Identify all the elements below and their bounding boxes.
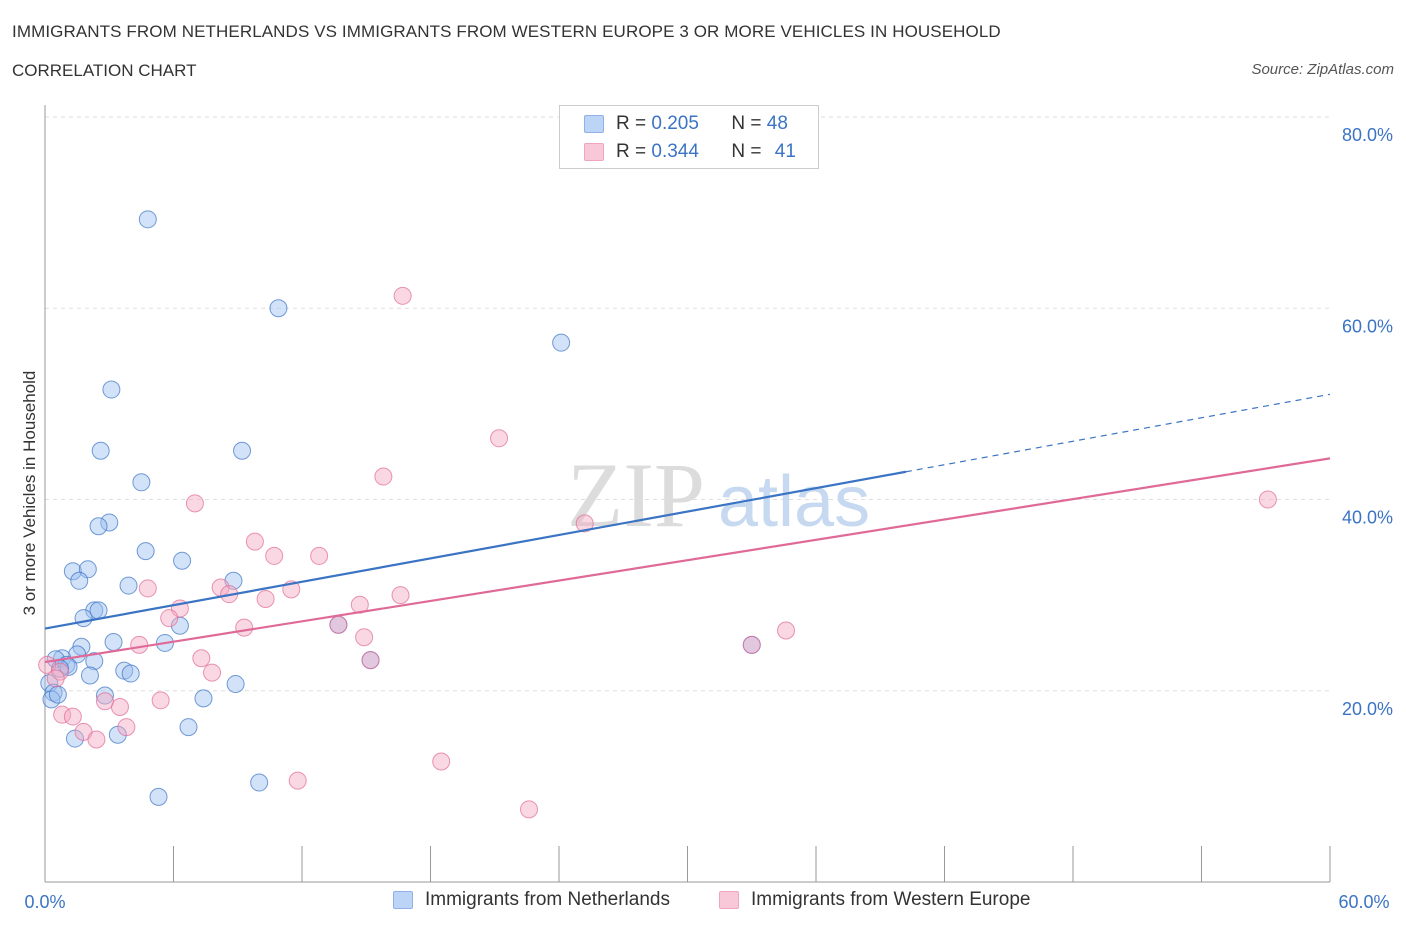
axes — [44, 105, 1331, 883]
point-s0-19 — [104, 632, 123, 651]
point-s0-38 — [179, 718, 198, 737]
point-s1-38 — [288, 771, 307, 790]
point-s0-3 — [91, 441, 110, 460]
point-s0-17 — [74, 609, 93, 628]
trend-line-s1 — [44, 457, 1331, 664]
legend-swatch-western-europe — [584, 143, 604, 161]
point-s1-17 — [235, 618, 254, 637]
point-s1-34 — [117, 718, 136, 737]
legend-r-label: R = — [616, 141, 647, 162]
point-s1-13 — [391, 586, 410, 605]
point-s0-7 — [89, 517, 108, 536]
point-s1-12 — [256, 589, 275, 608]
point-s0-13 — [119, 576, 138, 595]
series-legend-western-europe: Immigrants from Western Europe — [719, 889, 1030, 911]
point-s1-1 — [490, 429, 509, 448]
y-tick-label-0: 20.0% — [1342, 699, 1393, 719]
point-s0-43 — [552, 333, 571, 352]
x-tick-label-last: 60.0% — [1338, 892, 1389, 912]
point-s0-12 — [70, 571, 89, 590]
point-s0-26 — [85, 652, 104, 671]
point-s0-8 — [136, 542, 155, 561]
trend-lines — [44, 393, 1331, 664]
point-s0-1 — [269, 299, 288, 318]
trend-line-s0 — [44, 470, 907, 630]
series-name-netherlands: Immigrants from Netherlands — [425, 889, 670, 910]
legend-n-value: 41 — [774, 141, 796, 162]
point-s1-2 — [374, 467, 393, 486]
point-s1-37 — [432, 752, 451, 771]
point-s1-5 — [245, 532, 264, 551]
point-s0-47 — [48, 685, 67, 704]
point-s1-20 — [130, 635, 149, 654]
point-s0-6 — [100, 513, 119, 532]
y-tick-label-3: 80.0% — [1342, 125, 1393, 145]
point-s0-41 — [250, 773, 269, 792]
data-points — [38, 210, 1277, 819]
y-tick-label-2: 60.0% — [1342, 316, 1393, 336]
point-s0-9 — [173, 551, 192, 570]
legend-n-value: 48 — [766, 113, 788, 134]
trend-line-extension-s0 — [905, 393, 1331, 473]
point-s0-35 — [95, 686, 114, 705]
point-s0-5 — [132, 473, 151, 492]
point-s1-40 — [1258, 490, 1277, 509]
point-s1-18 — [329, 615, 348, 634]
point-s0-30 — [121, 664, 140, 683]
grid-lines — [45, 116, 1330, 692]
point-s1-31 — [95, 692, 114, 711]
legend-r-label: R = — [616, 113, 647, 134]
point-s1-33 — [63, 707, 82, 726]
watermark: ZIP atlas — [567, 444, 870, 546]
point-s1-16 — [160, 609, 179, 628]
point-s0-33 — [226, 675, 245, 694]
point-s1-36 — [87, 730, 106, 749]
point-s0-37 — [194, 689, 213, 708]
legend-r-value: 0.344 — [651, 141, 699, 162]
point-s1-7 — [310, 546, 329, 565]
legend-row-netherlands: R = 0.205 N = 48 — [584, 111, 788, 137]
legend-r-value: 0.205 — [651, 113, 699, 134]
point-s1-22 — [742, 635, 761, 654]
legend-n-label: N = — [731, 141, 762, 162]
point-s1-4 — [575, 514, 594, 533]
point-s1-30 — [110, 698, 129, 717]
point-s1-21 — [777, 621, 796, 640]
point-s1-6 — [265, 546, 284, 565]
point-s1-19 — [355, 628, 374, 647]
chart-subtitle: CORRELATION CHART — [12, 61, 197, 80]
point-s1-27 — [46, 669, 65, 688]
y-axis-title: 3 or more Vehicles in Household — [20, 371, 39, 616]
legend-row-western-europe: R = 0.344 N = 41 — [584, 139, 796, 165]
point-s1-23 — [192, 649, 211, 668]
source-credit: Source: ZipAtlas.com — [1251, 61, 1394, 78]
point-s1-29 — [151, 691, 170, 710]
correlation-legend: R = 0.205 N = 48 R = 0.344 N = 41 — [559, 105, 819, 169]
series-name-western-europe: Immigrants from Western Europe — [751, 889, 1031, 910]
legend-swatch-netherlands — [584, 115, 604, 133]
chart-title: IMMIGRANTS FROM NETHERLANDS VS IMMIGRANT… — [12, 22, 1001, 41]
point-s0-10 — [63, 562, 82, 581]
tick-labels: 0.0% 60.0% 20.0% 40.0% 60.0% 80.0% — [24, 125, 1393, 912]
point-s1-39 — [520, 800, 539, 819]
series-legend-netherlands: Immigrants from Netherlands — [393, 889, 670, 911]
point-s0-0 — [138, 210, 157, 229]
series-swatch-netherlands — [393, 891, 413, 909]
legend-n-label: N = — [731, 113, 762, 134]
point-s1-24 — [361, 651, 380, 670]
point-s0-16 — [89, 601, 108, 620]
point-s1-3 — [185, 494, 204, 513]
point-s0-42 — [149, 787, 168, 806]
point-s1-28 — [203, 663, 222, 682]
point-s0-31 — [80, 666, 99, 685]
y-tick-label-1: 40.0% — [1342, 508, 1393, 528]
point-s1-0 — [393, 286, 412, 305]
point-s0-2 — [102, 380, 121, 399]
point-s1-10 — [138, 579, 157, 598]
x-tick-label-first: 0.0% — [24, 892, 65, 912]
point-s0-4 — [233, 441, 252, 460]
series-swatch-western-europe — [719, 891, 739, 909]
